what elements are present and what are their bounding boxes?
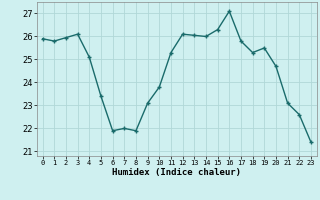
X-axis label: Humidex (Indice chaleur): Humidex (Indice chaleur) (112, 168, 241, 177)
